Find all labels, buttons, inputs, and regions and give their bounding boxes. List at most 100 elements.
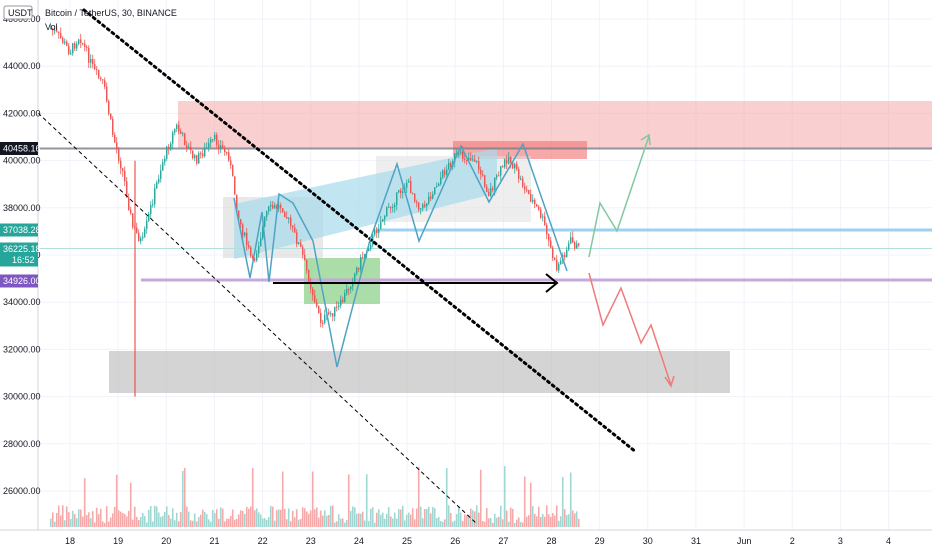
candle-body	[392, 206, 394, 208]
candle-body	[376, 229, 378, 234]
candle-body	[202, 153, 204, 157]
volume-bar	[137, 520, 140, 527]
resistance-zone[interactable]	[178, 101, 932, 148]
volume-bar	[229, 515, 232, 527]
candle-body	[94, 64, 96, 70]
volume-bar	[89, 518, 92, 527]
volume-bar	[453, 520, 456, 527]
pattern-zigzag-left[interactable]	[233, 192, 314, 283]
volume-label[interactable]: Vol	[45, 22, 58, 32]
volume-bar	[105, 506, 108, 527]
candle-body	[424, 204, 426, 207]
support-zone[interactable]	[109, 351, 730, 393]
volume-bar	[115, 474, 118, 527]
candle-body	[510, 156, 512, 163]
price-tag-level-34926[interactable]: 34926.00	[0, 274, 41, 288]
volume-bar	[161, 515, 164, 527]
volume-bar	[355, 513, 358, 527]
volume-bar	[149, 505, 152, 527]
price-tag-level-40458[interactable]: 40458.16	[0, 142, 41, 155]
volume-bar	[483, 521, 486, 527]
volume-bar	[231, 509, 234, 527]
bullish-projection[interactable]	[588, 135, 650, 258]
candle-body	[176, 124, 178, 129]
volume-bar	[199, 514, 202, 527]
candle-body	[280, 205, 282, 209]
candle-body	[566, 249, 568, 257]
volume-bar	[189, 520, 192, 527]
candle-body	[284, 212, 286, 217]
volume-bar	[333, 522, 336, 527]
candle-body	[548, 234, 550, 241]
candle-body	[154, 188, 156, 205]
volume-bar	[577, 518, 580, 527]
volume-bar	[159, 516, 162, 527]
volume-bar	[549, 516, 552, 527]
time-tick-label: 20	[161, 536, 171, 546]
price-tick-label: 40000.00	[3, 156, 41, 166]
volume-bar	[179, 511, 182, 527]
volume-bar	[335, 521, 338, 527]
candle-body	[572, 237, 574, 243]
rising-channel[interactable]	[234, 148, 497, 259]
candle-body	[172, 132, 174, 144]
volume-bar	[71, 510, 74, 527]
pattern-zigzag-right[interactable]	[369, 142, 568, 272]
volume-bar	[283, 508, 286, 527]
candle-body	[260, 238, 262, 247]
price-tag-level-37038[interactable]: 37038.28	[0, 223, 41, 237]
candle-body	[54, 30, 56, 32]
chart-title[interactable]: Bitcoin / TetherUS, 30, BINANCE	[45, 8, 177, 18]
candle-body	[438, 184, 440, 187]
volume-bar	[407, 512, 410, 527]
candle-body	[190, 146, 192, 151]
candle-body	[512, 162, 514, 169]
candle-body	[324, 314, 326, 323]
volume-bar	[373, 522, 376, 527]
candle-body	[246, 232, 248, 245]
volume-bar	[219, 507, 222, 527]
volume-bar	[361, 511, 364, 527]
volume-bar	[243, 513, 246, 527]
candle-body	[274, 205, 276, 209]
currency-badge-box[interactable]	[3, 5, 33, 20]
volume-bar	[485, 508, 488, 527]
candle-body	[550, 240, 552, 248]
price-tag-box	[0, 274, 38, 288]
volume-bar	[127, 510, 130, 527]
dotted-downtrend-line[interactable]	[82, 8, 638, 454]
volume-bar	[273, 520, 276, 527]
volume-bar	[531, 506, 534, 527]
volume-bar	[459, 512, 462, 527]
candle-body	[330, 313, 332, 315]
candle-body	[370, 244, 372, 249]
volume-bar	[421, 518, 424, 527]
candle-body	[146, 220, 148, 229]
volume-bar	[67, 512, 70, 527]
candle-body	[476, 161, 478, 163]
volume-bar	[455, 514, 458, 527]
candle-body	[62, 37, 64, 44]
candle-body	[236, 194, 238, 211]
volume-bar	[439, 521, 442, 527]
bearish-projection[interactable]	[588, 272, 672, 386]
volume-bar	[389, 516, 392, 527]
candle-body	[570, 237, 572, 244]
volume-bar	[123, 513, 126, 527]
candle-body	[358, 267, 360, 270]
candle-body	[88, 48, 90, 63]
candle-body	[394, 204, 396, 207]
volume-bar	[329, 506, 332, 527]
price-tag-countdown: 16:52	[12, 255, 35, 265]
candle-body	[120, 160, 122, 169]
volume-bar	[433, 508, 436, 527]
volume-bar	[81, 516, 84, 527]
time-axis[interactable]: 18 19 20 21 22 23 24 25 26 27 28 29 30 31 Jun 2 3 4	[65, 536, 891, 546]
volume-bar	[401, 505, 404, 527]
volume-bar	[427, 506, 430, 527]
volume-bar	[239, 510, 242, 527]
volume-bar	[565, 515, 568, 527]
dashed-lower-channel[interactable]	[37, 112, 477, 524]
